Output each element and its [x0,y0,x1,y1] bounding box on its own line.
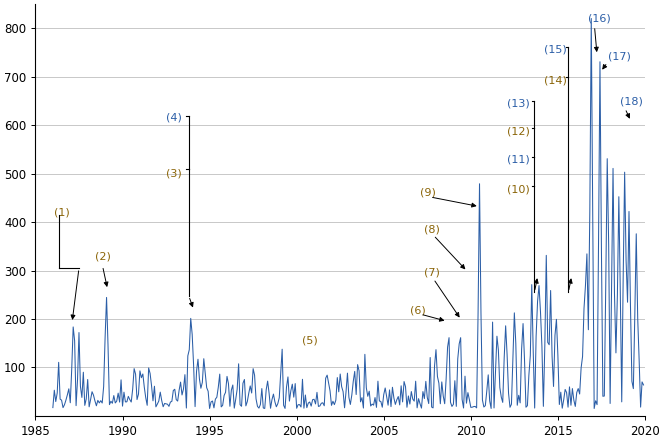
Text: (16): (16) [588,14,611,24]
Text: (17): (17) [608,51,631,61]
Text: (9): (9) [420,187,436,197]
Text: (18): (18) [620,97,643,107]
Text: (8): (8) [424,225,440,234]
Text: (14): (14) [544,75,567,85]
Text: (6): (6) [410,305,426,315]
Text: (5): (5) [302,336,317,346]
Text: (2): (2) [95,252,110,262]
Text: (12): (12) [507,126,531,136]
Text: (11): (11) [507,154,530,164]
Text: (4): (4) [166,113,182,123]
Text: (7): (7) [424,268,440,278]
Text: (1): (1) [54,207,70,217]
Text: (10): (10) [507,184,530,194]
Text: (13): (13) [507,99,530,108]
Text: (3): (3) [166,169,182,179]
Text: (15): (15) [544,44,566,54]
